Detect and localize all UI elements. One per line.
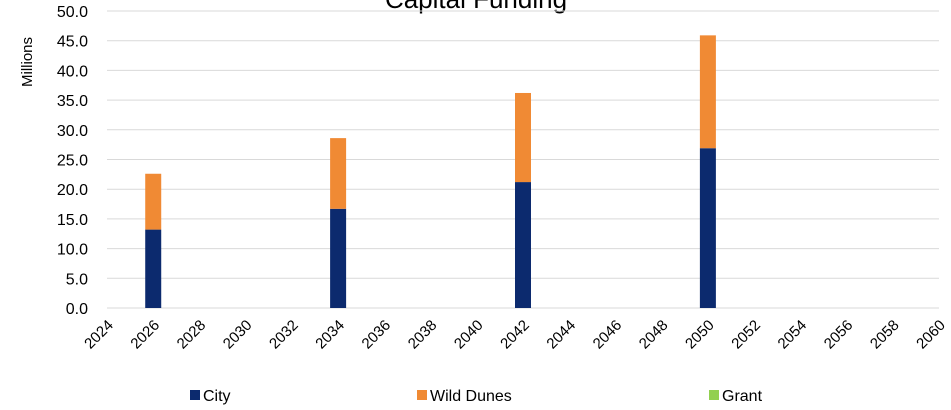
legend-item: Wild Dunes	[417, 388, 512, 405]
y-tick-label: 10.0	[57, 242, 88, 259]
x-tick-label: 2040	[451, 317, 487, 353]
y-tick-label: 45.0	[57, 34, 88, 51]
x-tick-label: 2046	[590, 317, 626, 353]
legend-swatch	[417, 390, 427, 400]
legend-label: Wild Dunes	[430, 388, 512, 405]
bars	[145, 35, 716, 308]
y-axis-label: Millions	[19, 37, 36, 87]
x-tick-label: 2030	[220, 317, 256, 353]
x-tick-label: 2032	[266, 317, 302, 353]
y-tick-label: 30.0	[57, 123, 88, 140]
y-tick-label: 20.0	[57, 182, 88, 199]
legend: City Wild Dunes Grant	[190, 388, 763, 405]
x-tick-label: 2060	[913, 317, 949, 353]
y-tick-label: 5.0	[66, 271, 88, 288]
x-tick-label: 2056	[821, 317, 857, 353]
x-tick-label: 2050	[682, 317, 718, 353]
legend-swatch	[190, 390, 200, 400]
legend-item: City	[190, 388, 231, 405]
bar-segment	[515, 182, 531, 308]
chart-title: Capital Funding	[385, 0, 567, 14]
bar-segment	[699, 35, 716, 149]
y-tick-label: 0.0	[66, 301, 88, 318]
x-tick-label: 2028	[174, 317, 210, 353]
x-tick-labels: 2024 2026 2028 2030 2032 2034 2036 2038 2040 2042…	[81, 317, 949, 353]
legend-label: City	[203, 388, 231, 405]
x-tick-label: 2024	[81, 317, 117, 353]
bar-segment	[515, 92, 531, 183]
x-tick-label: 2026	[127, 317, 163, 353]
legend-item: Grant	[709, 388, 763, 405]
x-tick-label: 2052	[728, 317, 764, 353]
y-tick-label: 15.0	[57, 212, 88, 229]
y-tick-labels: 0.0 5.0 10.0 15.0 20.0 25.0 30.0 35.0 40.0 45.0 50…	[57, 4, 88, 318]
y-tick-label: 50.0	[57, 4, 88, 21]
bar-segment	[330, 208, 347, 308]
y-tick-label: 35.0	[57, 93, 88, 110]
bar-segment	[330, 138, 347, 209]
x-tick-label: 2044	[543, 317, 579, 353]
x-tick-label: 2038	[405, 317, 441, 353]
x-tick-label: 2054	[775, 317, 811, 353]
bar-segment	[145, 229, 162, 308]
legend-label: Grant	[722, 388, 763, 405]
x-tick-label: 2058	[867, 317, 903, 353]
x-tick-label: 2048	[636, 317, 672, 353]
bar-segment	[699, 148, 716, 308]
y-tick-label: 25.0	[57, 153, 88, 170]
y-tick-label: 40.0	[57, 63, 88, 80]
x-tick-label: 2042	[497, 317, 533, 353]
bar-segment	[145, 173, 162, 230]
x-tick-label: 2034	[312, 317, 348, 353]
legend-swatch	[709, 390, 719, 400]
x-tick-label: 2036	[359, 317, 395, 353]
